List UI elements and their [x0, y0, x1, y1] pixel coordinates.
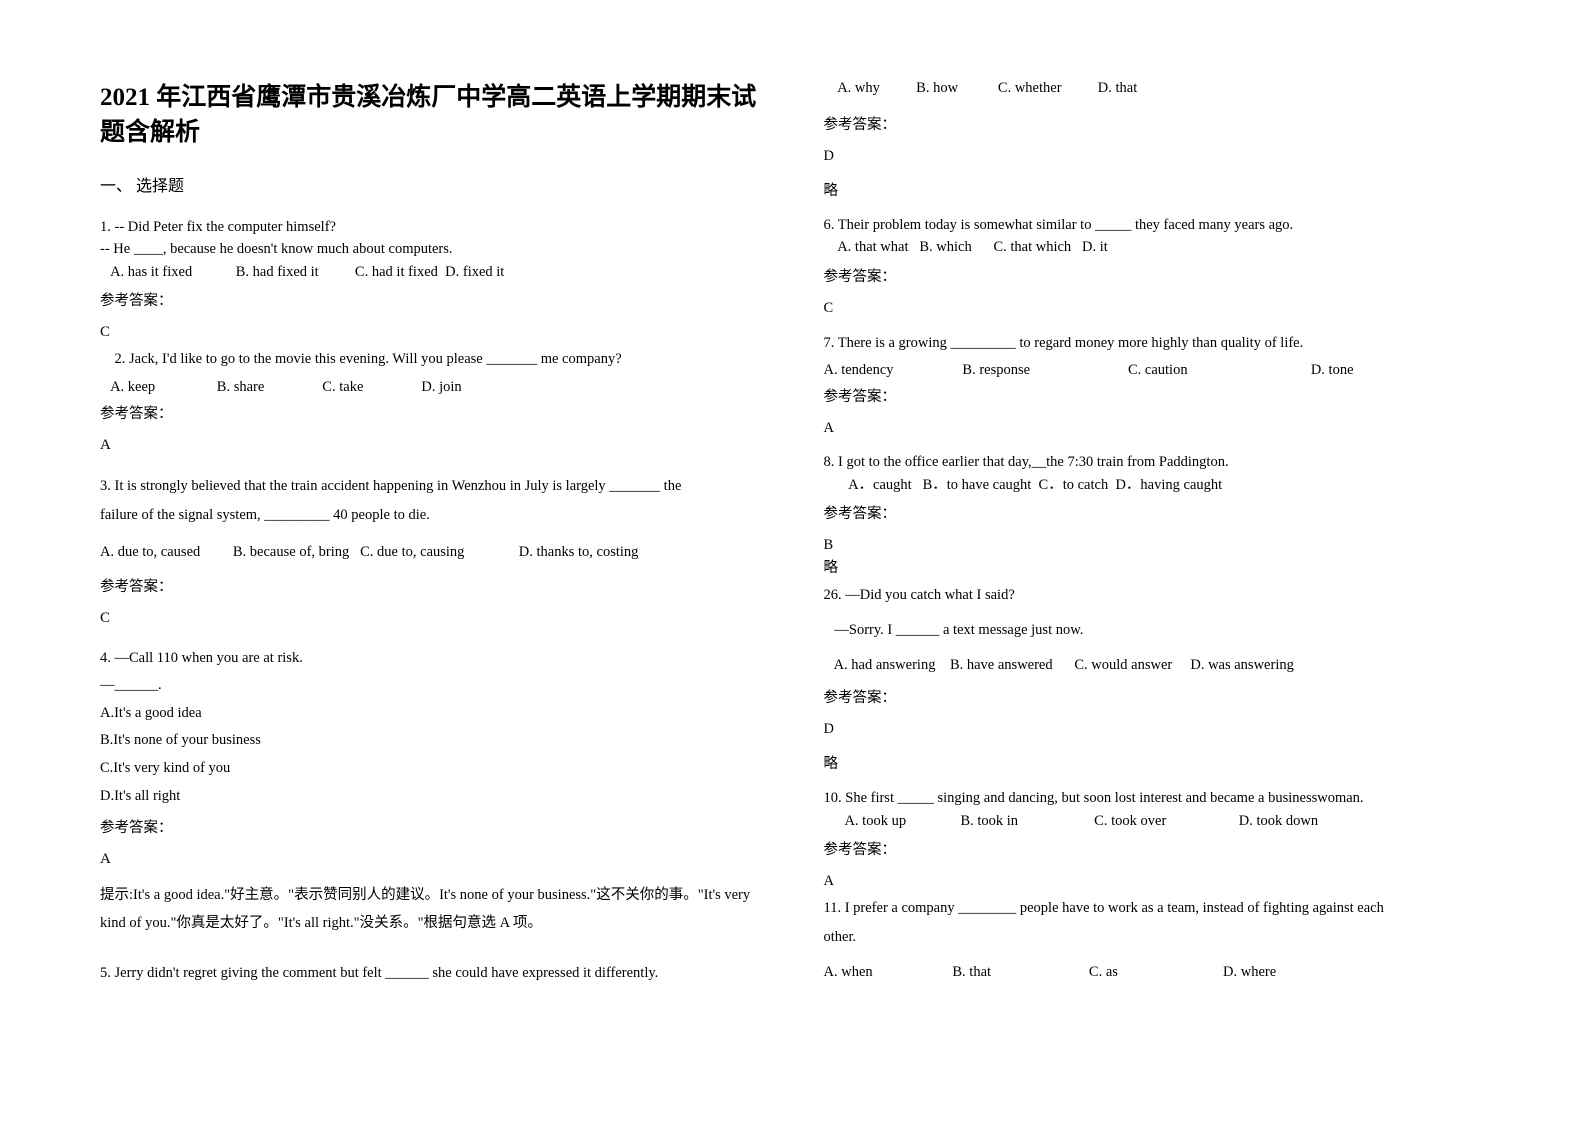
- q8-answer: B: [824, 537, 1498, 554]
- page-title: 2021 年江西省鹰潭市贵溪冶炼厂中学高二英语上学期期末试题含解析: [100, 80, 774, 150]
- q2-options: A. keep B. share C. take D. join: [100, 379, 774, 396]
- q4-opt-c: C.It's very kind of you: [100, 755, 774, 783]
- question-8: 8. I got to the office earlier that day,…: [824, 451, 1498, 496]
- q10-line1: 10. She first _____ singing and dancing,…: [824, 787, 1498, 809]
- q4-answer: A: [100, 851, 774, 868]
- q1-options: A. has it fixed B. had fixed it C. had i…: [100, 261, 774, 283]
- q4-line1: 4. —Call 110 when you are at risk.: [100, 645, 774, 673]
- q8-note: 略: [824, 556, 1498, 577]
- left-column: 2021 年江西省鹰潭市贵溪冶炼厂中学高二英语上学期期末试题含解析 一、 选择题…: [100, 80, 774, 993]
- answer-label: 参考答案：: [824, 113, 1498, 134]
- q8-options: A．caught B．to have caught C．to catch D．h…: [824, 474, 1498, 496]
- answer-label: 参考答案：: [100, 289, 774, 310]
- question-2: 2. Jack, I'd like to go to the movie thi…: [100, 347, 774, 372]
- q9-note: 略: [824, 752, 1498, 773]
- q6-answer: C: [824, 300, 1498, 317]
- q5-options: A. why B. how C. whether D. that: [824, 80, 1498, 97]
- q1-line2: -- He ____, because he doesn't know much…: [100, 238, 774, 260]
- question-4: 4. —Call 110 when you are at risk. —____…: [100, 645, 774, 810]
- question-9: 26. —Did you catch what I said? —Sorry. …: [824, 581, 1498, 680]
- answer-label: 参考答案：: [824, 838, 1498, 859]
- q11-options: A. when B. that C. as D. where: [824, 964, 1498, 981]
- q4-opt-d: D.It's all right: [100, 783, 774, 811]
- answer-label: 参考答案：: [824, 385, 1498, 406]
- answer-label: 参考答案：: [100, 575, 774, 596]
- q3-line1: 3. It is strongly believed that the trai…: [100, 472, 774, 501]
- q4-opt-b: B.It's none of your business: [100, 727, 774, 755]
- answer-label: 参考答案：: [100, 816, 774, 837]
- exam-page: 2021 年江西省鹰潭市贵溪冶炼厂中学高二英语上学期期末试题含解析 一、 选择题…: [0, 0, 1587, 1033]
- right-column: A. why B. how C. whether D. that 参考答案： D…: [824, 80, 1498, 993]
- q10-options: A. took up B. took in C. took over D. to…: [824, 810, 1498, 832]
- q2-answer: A: [100, 437, 774, 454]
- q9-line2: —Sorry. I ______ a text message just now…: [824, 616, 1498, 645]
- question-11: 11. I prefer a company ________ people h…: [824, 894, 1498, 952]
- question-7: 7. There is a growing _________ to regar…: [824, 331, 1498, 356]
- question-6: 6. Their problem today is somewhat simil…: [824, 214, 1498, 259]
- answer-label: 参考答案：: [824, 265, 1498, 286]
- q2-text: 2. Jack, I'd like to go to the movie thi…: [100, 347, 774, 372]
- q6-options: A. that what B. which C. that which D. i…: [824, 236, 1498, 258]
- q6-line1: 6. Their problem today is somewhat simil…: [824, 214, 1498, 236]
- q9-answer: D: [824, 721, 1498, 738]
- q5-answer: D: [824, 148, 1498, 165]
- q5-note: 略: [824, 179, 1498, 200]
- q8-line1: 8. I got to the office earlier that day,…: [824, 451, 1498, 473]
- q9-options: A. had answering B. have answered C. wou…: [824, 651, 1498, 680]
- q3-options: A. due to, caused B. because of, bring C…: [100, 544, 774, 561]
- answer-label: 参考答案：: [824, 686, 1498, 707]
- question-3: 3. It is strongly believed that the trai…: [100, 472, 774, 530]
- q1-answer: C: [100, 324, 774, 341]
- q7-answer: A: [824, 420, 1498, 437]
- question-5: 5. Jerry didn't regret giving the commen…: [100, 961, 774, 986]
- q3-answer: C: [100, 610, 774, 627]
- q9-line1: 26. —Did you catch what I said?: [824, 581, 1498, 610]
- question-1: 1. -- Did Peter fix the computer himself…: [100, 216, 774, 283]
- q4-line2: —______.: [100, 672, 774, 700]
- q11-line1: 11. I prefer a company ________ people h…: [824, 894, 1498, 923]
- q11-line2: other.: [824, 923, 1498, 952]
- q4-explanation: 提示:It's a good idea."好主意。"表示赞同别人的建议。It's…: [100, 882, 774, 937]
- answer-label: 参考答案：: [100, 402, 774, 423]
- q3-line2: failure of the signal system, _________ …: [100, 501, 774, 530]
- answer-label: 参考答案：: [824, 502, 1498, 523]
- q10-answer: A: [824, 873, 1498, 890]
- section-header: 一、 选择题: [100, 172, 774, 196]
- q7-options: A. tendency B. response C. caution D. to…: [824, 362, 1498, 379]
- q4-opt-a: A.It's a good idea: [100, 700, 774, 728]
- q1-line1: 1. -- Did Peter fix the computer himself…: [100, 216, 774, 238]
- question-10: 10. She first _____ singing and dancing,…: [824, 787, 1498, 832]
